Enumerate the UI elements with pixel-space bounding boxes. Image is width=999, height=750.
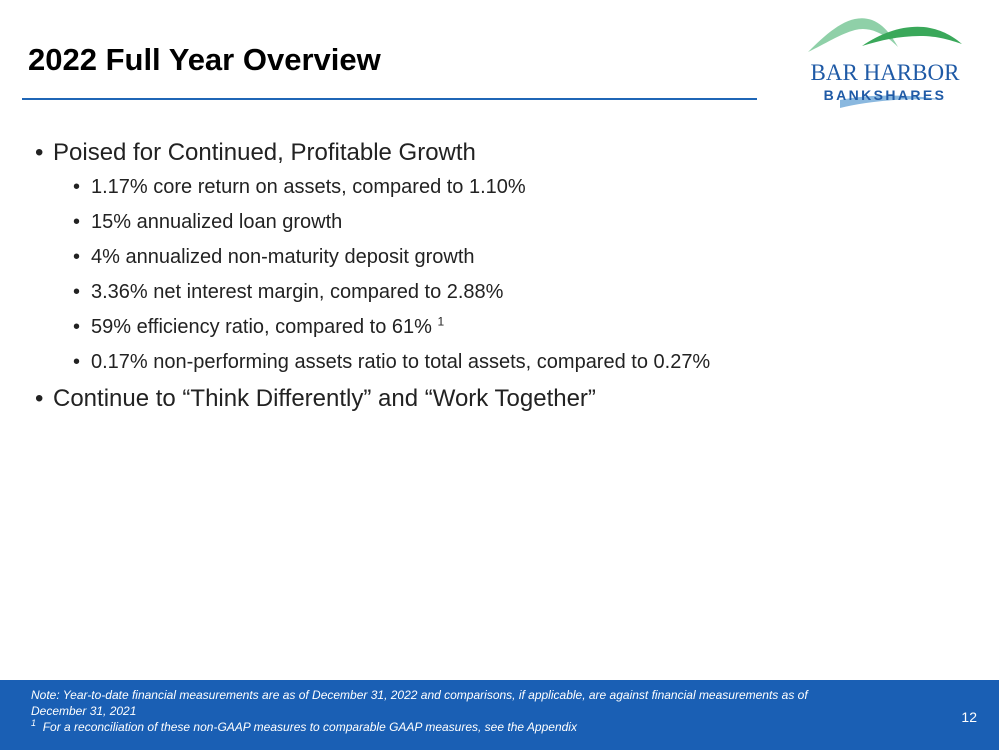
footer-bar: Note: Year-to-date financial measurement…	[0, 680, 999, 750]
footer-notes: Note: Year-to-date financial measurement…	[31, 687, 861, 735]
hills-logo-icon	[808, 18, 962, 108]
sub-bullet-item: • 0.17% non-performing assets ratio to to…	[73, 349, 935, 375]
bullet-icon: •	[35, 139, 44, 166]
page-number: 12	[961, 709, 977, 725]
bullet-icon: •	[35, 385, 44, 412]
bullet-list: • Poised for Continued, Profitable Growth…	[35, 138, 935, 420]
sub-bullet-item: • 3.36% net interest margin, compared to …	[73, 279, 935, 305]
sub-bullet-item: • 15% annualized loan growth	[73, 209, 935, 235]
sub-bullet-text: 0.17% non-performing assets ratio to tot…	[91, 351, 711, 373]
bullet-icon: •	[73, 211, 81, 233]
sub-bullet-text: 59% efficiency ratio, compared to 61%	[91, 316, 432, 338]
footnote-marker: 1	[437, 314, 445, 329]
bullet-icon: •	[73, 176, 81, 198]
bullet-icon: •	[73, 316, 81, 338]
bullet-item: • Continue to “Think Differently” and “Wo…	[35, 384, 935, 414]
bar-harbor-logo: BAR HARBOR BANKSHARES	[800, 12, 965, 112]
sub-bullet-text: 3.36% net interest margin, compared to 2…	[91, 281, 504, 303]
sub-bullet-list: • 1.17% core return on assets, compared t…	[73, 174, 935, 375]
logo-wordmark-bottom: BANKSHARES	[823, 87, 947, 103]
sub-bullet-text: 4% annualized non-maturity deposit growt…	[91, 246, 475, 268]
sub-bullet-text: 15% annualized loan growth	[91, 211, 343, 233]
bullet-item: • Poised for Continued, Profitable Growth	[35, 138, 935, 168]
footer-note: Note: Year-to-date financial measurement…	[31, 688, 808, 718]
bullet-icon: •	[73, 281, 81, 303]
bullet-icon: •	[73, 246, 81, 268]
footnote-marker: 1	[31, 718, 37, 728]
bullet-text: Continue to “Think Differently” and “Wor…	[53, 385, 596, 412]
bullet-icon: •	[73, 351, 81, 373]
logo-wordmark-top: BAR HARBOR	[810, 60, 960, 85]
bullet-text: Poised for Continued, Profitable Growth	[53, 139, 476, 166]
footer-footnote: 1 For a reconciliation of these non-GAAP…	[31, 719, 861, 735]
title-divider	[22, 98, 757, 100]
sub-bullet-item: • 1.17% core return on assets, compared t…	[73, 174, 935, 200]
footnote-text: For a reconciliation of these non-GAAP m…	[42, 720, 577, 734]
page-title: 2022 Full Year Overview	[28, 42, 381, 77]
sub-bullet-item: • 4% annualized non-maturity deposit grow…	[73, 244, 935, 270]
sub-bullet-item: • 59% efficiency ratio, compared to 61% 1	[73, 314, 935, 340]
sub-bullet-text: 1.17% core return on assets, compared to…	[91, 176, 526, 198]
